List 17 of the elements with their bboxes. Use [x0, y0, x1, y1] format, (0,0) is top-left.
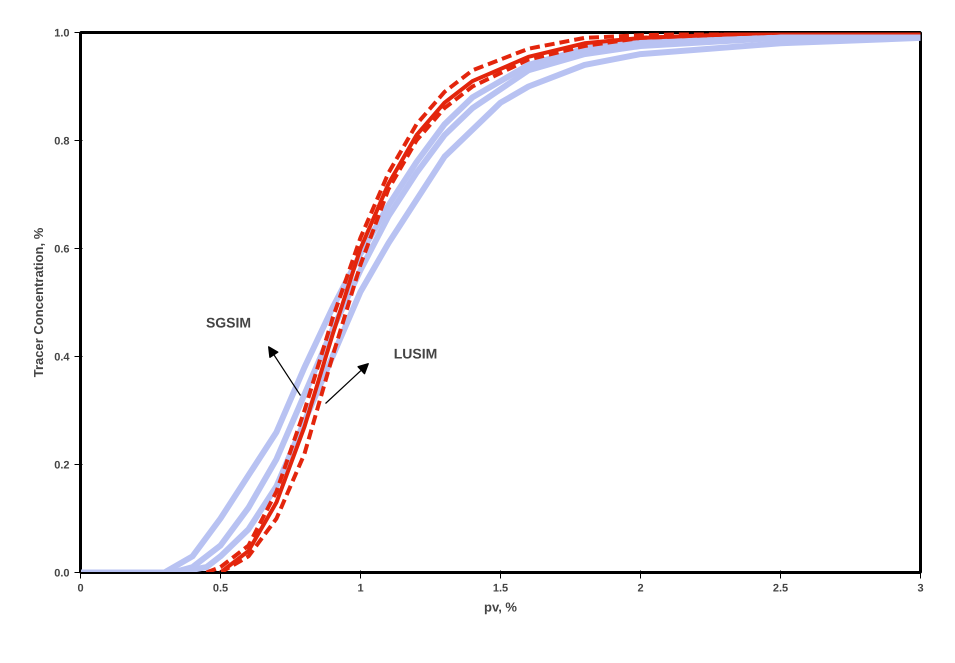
- annotation: LUSIM: [394, 346, 438, 362]
- x-tick-label: 1.5: [492, 582, 508, 594]
- y-axis-title: Tracer Concentration, %: [31, 227, 46, 378]
- y-tick-label: 0.2: [54, 460, 70, 472]
- y-tick-label: 0.0: [54, 568, 70, 580]
- x-axis-title: pv, %: [484, 600, 518, 614]
- y-tick-label: 0.4: [54, 352, 70, 364]
- x-tick-label: 0.5: [212, 582, 228, 594]
- x-tick-label: 2: [637, 582, 644, 594]
- y-tick-label: 0.8: [54, 136, 70, 148]
- y-tick-label: 1.0: [54, 28, 70, 40]
- y-tick-label: 0.6: [54, 244, 70, 256]
- x-tick-label: 3: [917, 582, 924, 594]
- x-tick-label: 2.5: [772, 582, 788, 594]
- x-tick-label: 1: [357, 582, 364, 594]
- annotation: SGSIM: [206, 314, 252, 330]
- x-tick-label: 0: [77, 582, 84, 594]
